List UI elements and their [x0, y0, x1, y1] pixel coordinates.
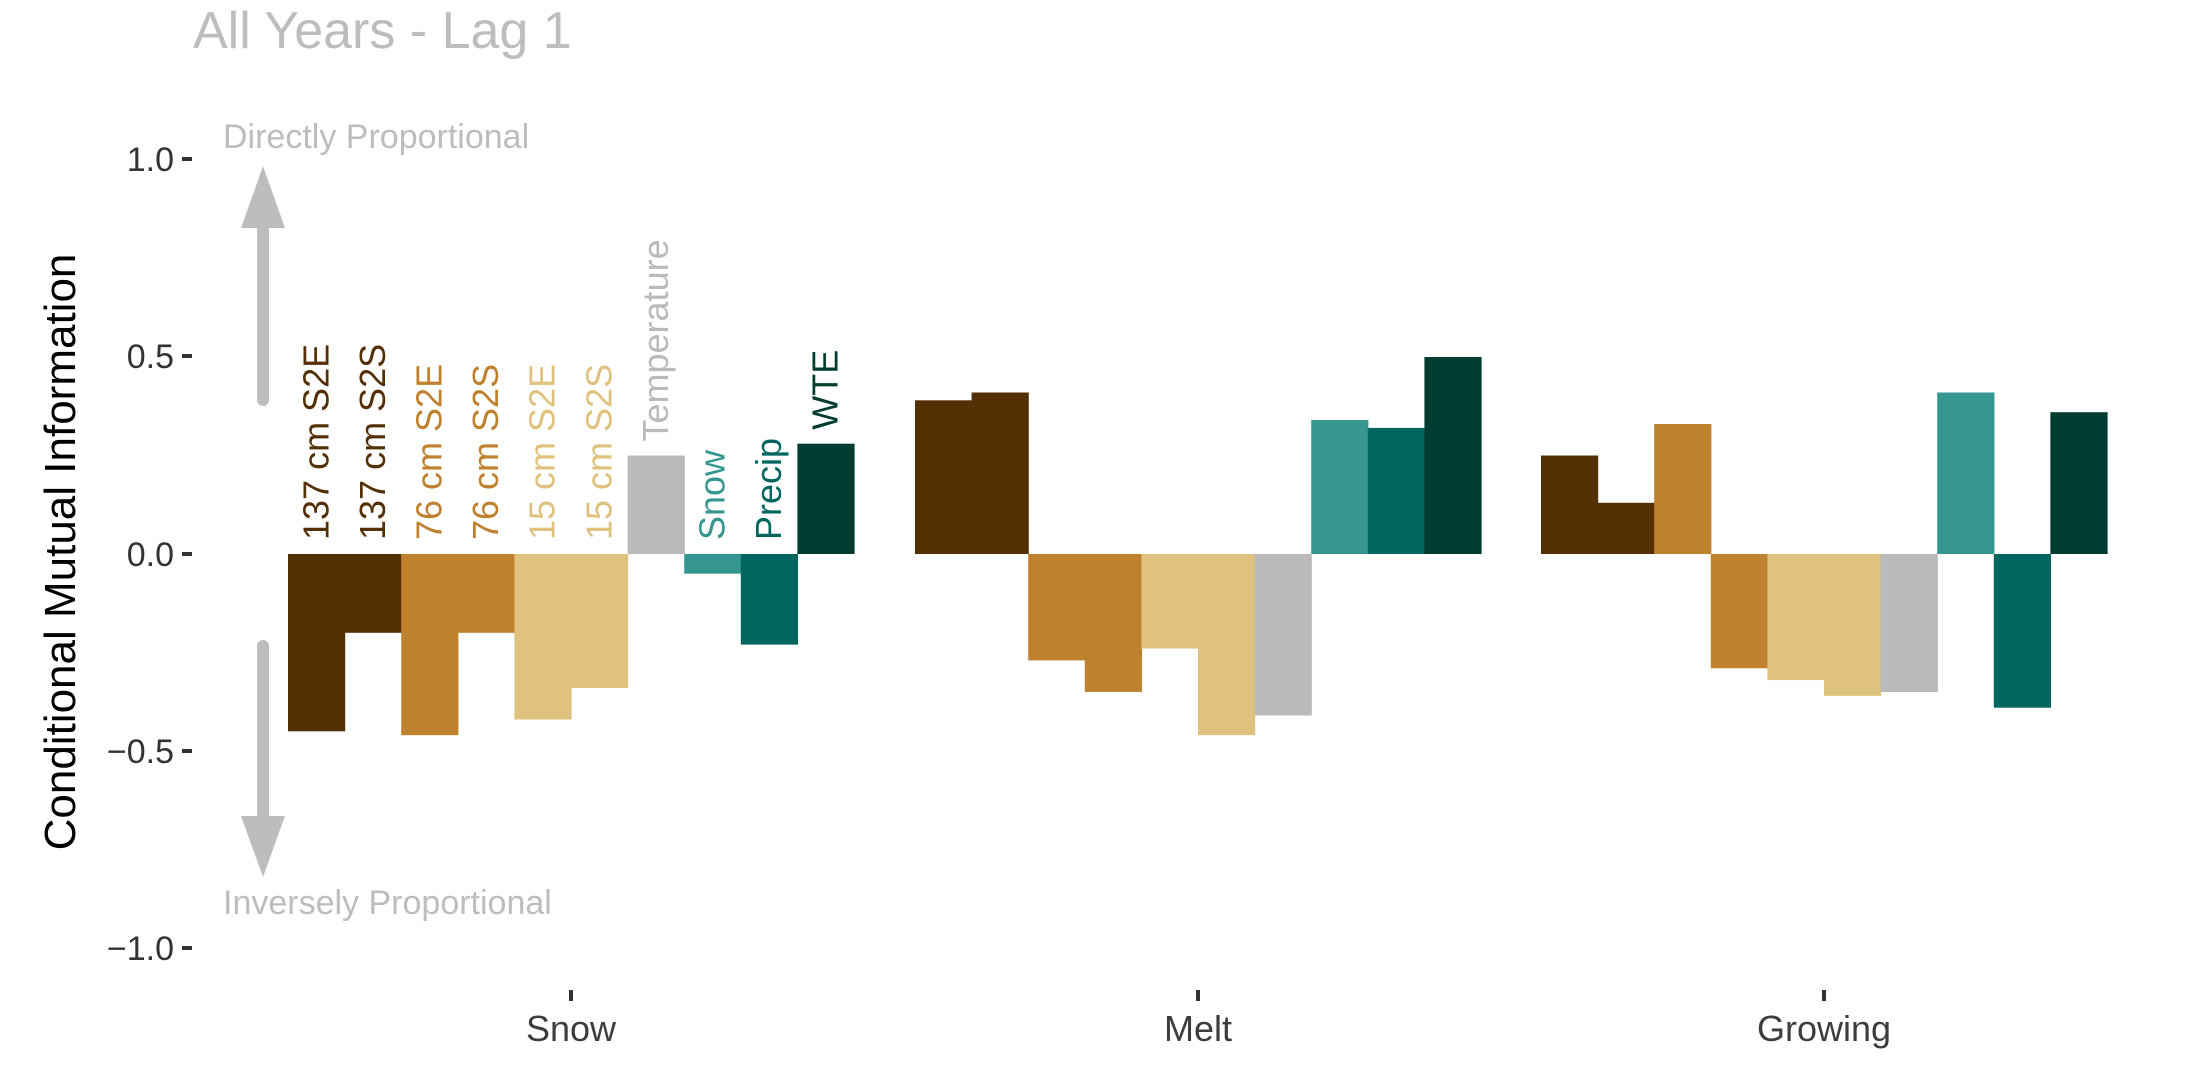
bar-melt-snow [1311, 420, 1369, 554]
bar-growing-precip [1993, 554, 2051, 708]
y-tick-label: 0.5 [127, 338, 174, 376]
bar-snow-precip [740, 554, 798, 645]
y-axis-label: Conditional Mutual Information [36, 254, 85, 851]
bar-growing-137-cm-s2s [1597, 502, 1655, 554]
bar-melt-wte [1424, 357, 1482, 554]
bar-melt-15-cm-s2s [1198, 554, 1256, 736]
bar-growing-temperature [1880, 554, 1938, 692]
bar-snow-wte [797, 443, 855, 554]
bars [288, 357, 2108, 736]
annotation-directly-proportional: Directly Proportional [223, 118, 529, 156]
series-label-temperature: Temperature [635, 239, 676, 441]
x-tick-label: Growing [1757, 1008, 1891, 1049]
y-tick-label: −0.5 [107, 733, 174, 771]
bar-growing-15-cm-s2e [1767, 554, 1825, 681]
bar-melt-76-cm-s2e [1028, 554, 1086, 661]
annotation-inversely-proportional: Inversely Proportional [223, 884, 552, 922]
bar-snow-15-cm-s2e [514, 554, 572, 720]
bar-melt-temperature [1254, 554, 1312, 716]
series-label-76-cm-s2e: 76 cm S2E [409, 364, 450, 540]
bar-growing-15-cm-s2s [1824, 554, 1882, 696]
bar-melt-137-cm-s2e [915, 400, 973, 554]
x-tick-label: Snow [526, 1008, 617, 1049]
down-arrowhead-icon [241, 816, 285, 877]
bar-melt-15-cm-s2e [1141, 554, 1199, 649]
series-label-15-cm-s2e: 15 cm S2E [522, 364, 563, 540]
x-tick-label: Melt [1164, 1008, 1232, 1049]
direction-arrows: Directly Proportional Inversely Proporti… [223, 118, 552, 922]
bar-growing-snow [1937, 392, 1995, 554]
x-axis: Snow Melt Growing [526, 990, 1891, 1049]
y-tick-label: 1.0 [127, 141, 174, 179]
series-label-15-cm-s2s: 15 cm S2S [578, 364, 619, 540]
bar-snow-76-cm-s2e [401, 554, 459, 736]
y-tick-label: 0.0 [127, 536, 174, 574]
bar-melt-137-cm-s2s [971, 392, 1029, 554]
series-label-76-cm-s2s: 76 cm S2S [465, 364, 506, 540]
bar-snow-137-cm-s2s [344, 554, 402, 633]
bar-growing-137-cm-s2e [1541, 455, 1599, 554]
y-tick-label: −1.0 [107, 930, 174, 968]
bar-growing-76-cm-s2e [1654, 424, 1712, 554]
series-label-137-cm-s2s: 137 cm S2S [352, 344, 393, 540]
bar-melt-precip [1367, 427, 1425, 554]
bar-growing-76-cm-s2s [1710, 554, 1768, 669]
series-label-wte: WTE [805, 350, 846, 430]
bar-snow-snow [684, 554, 742, 574]
bar-snow-137-cm-s2e [288, 554, 346, 732]
bar-snow-76-cm-s2s [457, 554, 515, 633]
up-arrowhead-icon [241, 166, 285, 228]
bar-growing-wte [2050, 412, 2108, 554]
y-axis: 1.0 0.5 0.0 −0.5 −1.0 [107, 141, 192, 968]
series-labels: 137 cm S2E 137 cm S2S 76 cm S2E 76 cm S2S 15… [295, 239, 845, 540]
series-label-137-cm-s2e: 137 cm S2E [295, 344, 336, 540]
chart-title: All Years - Lag 1 [193, 2, 572, 60]
bar-snow-temperature [627, 455, 685, 554]
bar-melt-76-cm-s2s [1084, 554, 1142, 692]
series-label-snow: Snow [692, 449, 733, 540]
bar-snow-15-cm-s2s [571, 554, 629, 688]
series-label-precip: Precip [748, 438, 789, 540]
